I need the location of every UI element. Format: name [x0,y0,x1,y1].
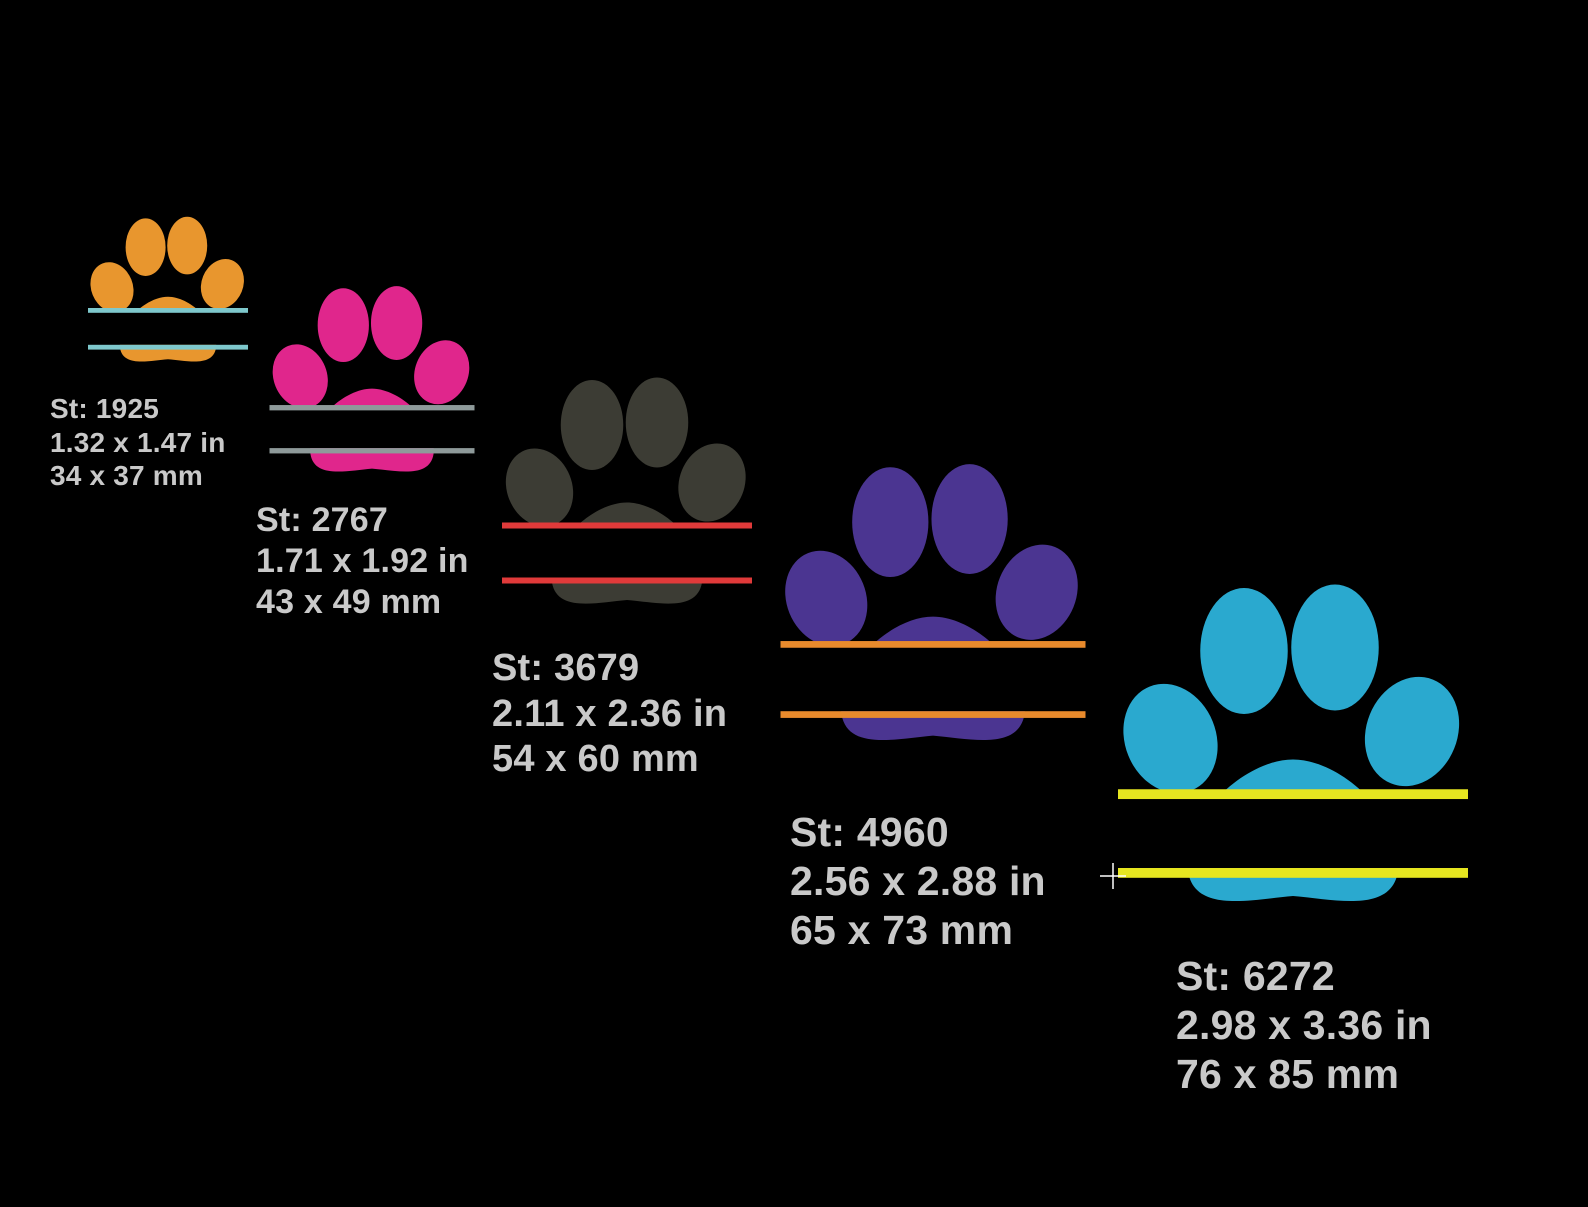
design-2-info: St: 2767 1.71 x 1.92 in 43 x 49 mm [256,500,469,622]
design-2[interactable] [262,280,482,485]
paw-split-icon [265,286,479,472]
size-inches: 2.98 x 3.36 in [1176,1002,1432,1049]
size-millimeters: 43 x 49 mm [256,582,442,621]
size-inches: 2.56 x 2.88 in [790,858,1046,905]
size-inches: 1.32 x 1.47 in [50,426,226,458]
size-inches: 2.11 x 2.36 in [492,692,728,735]
stitch-count: St: 4960 [790,809,949,855]
paw-split-icon [774,464,1092,741]
stitch-count: St: 2767 [256,501,389,539]
paw-split-icon [84,216,252,362]
design-3[interactable] [492,370,762,620]
size-millimeters: 34 x 37 mm [50,460,203,492]
design-4[interactable] [770,455,1096,760]
design-1-info: St: 1925 1.32 x 1.47 in 34 x 37 mm [50,392,226,493]
design-5[interactable] [1104,574,1482,924]
size-millimeters: 54 x 60 mm [492,738,699,781]
paw-split-icon [497,377,757,604]
size-inches: 1.71 x 1.92 in [256,541,469,580]
design-3-info: St: 3679 2.11 x 2.36 in 54 x 60 mm [492,646,727,783]
stitch-count: St: 3679 [492,647,640,689]
paw-split-icon [1111,584,1475,902]
stitch-count: St: 1925 [50,393,159,424]
design-5-info: St: 6272 2.98 x 3.36 in 76 x 85 mm [1176,952,1432,1100]
size-millimeters: 76 x 85 mm [1176,1051,1400,1098]
size-millimeters: 65 x 73 mm [790,907,1014,954]
design-1[interactable] [82,212,254,372]
stitch-count: St: 6272 [1176,953,1335,999]
design-4-info: St: 4960 2.56 x 2.88 in 65 x 73 mm [790,808,1046,956]
crosshair-cursor-icon [1100,863,1126,889]
